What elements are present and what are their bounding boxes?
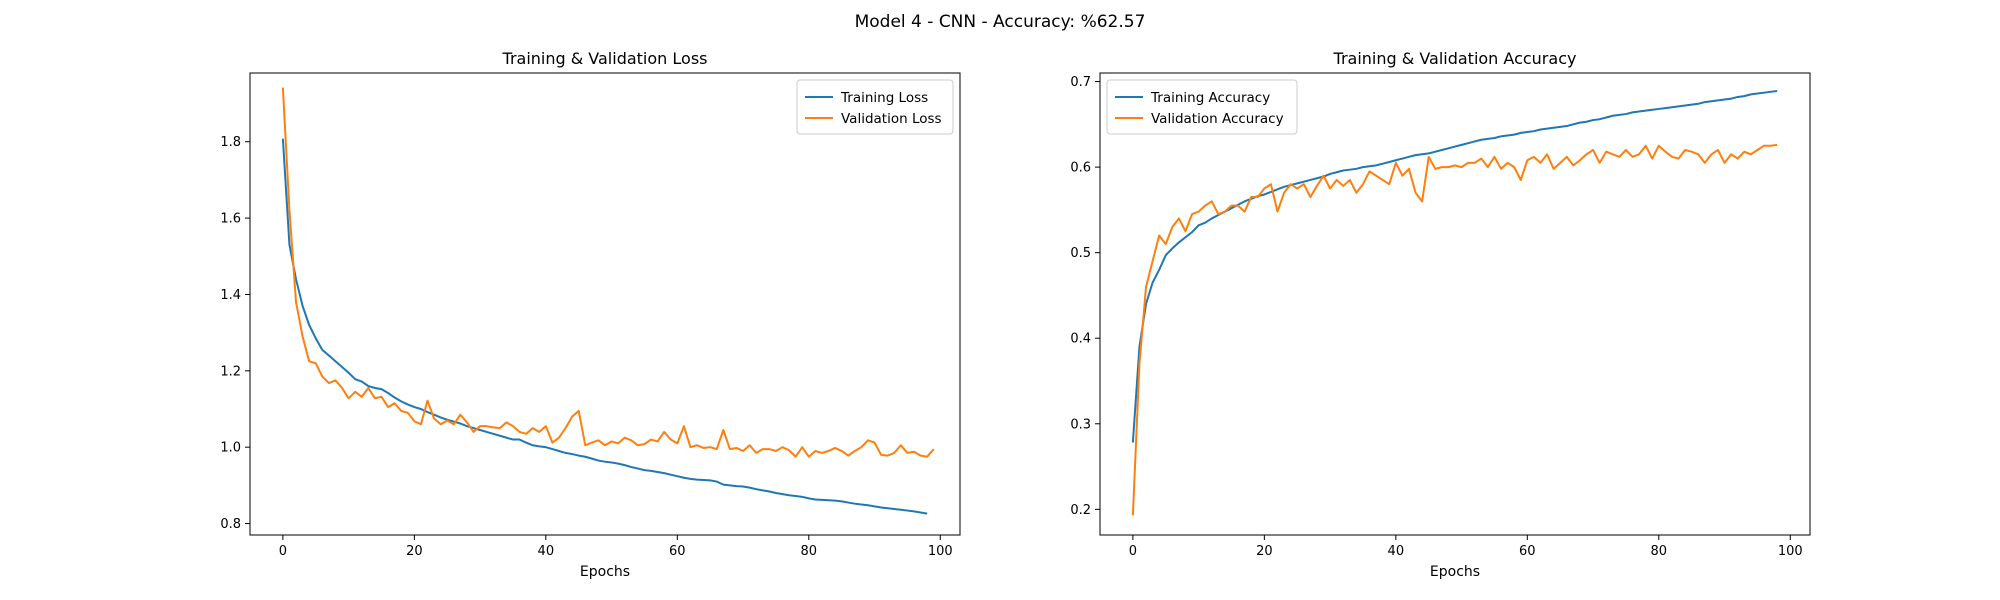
accuracy-chart-ytick-label: 0.3 (1070, 417, 1091, 432)
accuracy-chart: Training & Validation Accuracy Epochs 0 2… (1070, 49, 1811, 580)
accuracy-chart-legend-label: Training Accuracy (1150, 90, 1270, 106)
loss-chart-ytick-label: 1.4 (220, 288, 241, 303)
loss-chart-series-training-line (281, 138, 928, 515)
figure-suptitle: Model 4 - CNN - Accuracy: %62.57 (855, 12, 1146, 32)
loss-chart-series-validation-line (281, 87, 935, 458)
accuracy-chart-xtick-label: 40 (1388, 544, 1405, 559)
loss-chart-ytick-label: 1.0 (220, 441, 241, 456)
accuracy-chart-ytick-label: 0.2 (1070, 503, 1091, 518)
accuracy-chart-xtick-label: 20 (1256, 544, 1273, 559)
accuracy-chart-title: Training & Validation Accuracy (1333, 49, 1577, 68)
loss-chart-legend-label: Training Loss (840, 90, 928, 106)
loss-chart-xtick-label: 20 (406, 544, 423, 559)
loss-chart-xtick-label: 60 (669, 544, 686, 559)
loss-chart-ytick-label: 1.6 (220, 212, 241, 227)
accuracy-chart-legend-label: Validation Accuracy (1151, 111, 1284, 127)
loss-chart-xlabel: Epochs (580, 564, 630, 580)
loss-chart-xtick-label: 0 (279, 544, 287, 559)
loss-chart-ytick-label: 0.8 (220, 517, 241, 532)
accuracy-chart-frame (1099, 72, 1811, 536)
accuracy-chart-xtick-label: 80 (1651, 544, 1668, 559)
accuracy-chart-xtick-label: 60 (1519, 544, 1536, 559)
loss-chart-legend-label: Validation Loss (841, 111, 942, 127)
loss-chart-xtick-label: 80 (801, 544, 818, 559)
loss-chart-title: Training & Validation Loss (502, 49, 708, 68)
loss-chart-xtick-label: 100 (928, 544, 953, 559)
accuracy-chart-ytick-label: 0.4 (1070, 332, 1091, 347)
accuracy-chart-series-training-line (1131, 89, 1778, 443)
accuracy-chart-ytick-label: 0.5 (1070, 246, 1091, 261)
loss-chart-ytick-label: 1.8 (220, 135, 241, 150)
accuracy-chart-xtick-label: 100 (1778, 544, 1803, 559)
loss-chart-ytick-label: 1.2 (220, 364, 241, 379)
accuracy-chart-xlabel: Epochs (1430, 564, 1480, 580)
loss-chart-xtick-label: 40 (538, 544, 555, 559)
accuracy-chart-ytick-label: 0.7 (1070, 75, 1091, 90)
loss-chart: Training & Validation Loss Epochs 0 20 40 6… (220, 49, 961, 580)
accuracy-chart-legend-box (1106, 79, 1298, 135)
loss-chart-legend-box (796, 79, 954, 135)
accuracy-chart-xtick-label: 0 (1129, 544, 1137, 559)
accuracy-chart-ytick-label: 0.6 (1070, 161, 1091, 176)
loss-chart-frame (249, 72, 961, 536)
accuracy-chart-series-validation-line (1131, 143, 1778, 516)
